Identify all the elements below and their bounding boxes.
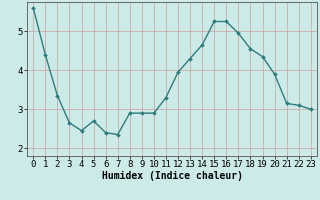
X-axis label: Humidex (Indice chaleur): Humidex (Indice chaleur) (101, 171, 243, 181)
